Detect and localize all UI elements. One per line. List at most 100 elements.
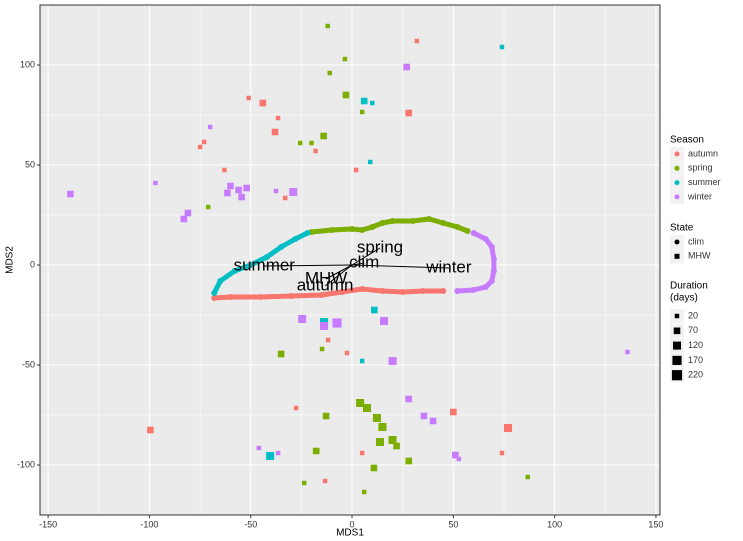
mhw-point (378, 422, 387, 432)
clim-point (349, 226, 356, 232)
mhw-point (456, 456, 462, 462)
mhw-point (246, 95, 251, 101)
mhw-point (293, 405, 299, 411)
clim-point (440, 288, 447, 294)
x-tick-label: 50 (448, 519, 458, 529)
mhw-point (201, 139, 207, 145)
clim-point (426, 216, 433, 222)
mhw-point (370, 100, 375, 106)
mhw-point (452, 451, 459, 459)
mhw-point (277, 350, 285, 358)
mhw-point (361, 489, 367, 495)
mhw-point (235, 186, 242, 194)
legend-symbol (672, 355, 682, 365)
mhw-point (319, 346, 325, 352)
mhw-point (322, 478, 328, 484)
clim-point (288, 293, 295, 299)
mhw-point (180, 215, 188, 223)
x-tick-label: -150 (39, 519, 57, 529)
y-tick-label: 100 (20, 59, 35, 69)
annotation-label: winter (425, 257, 472, 276)
mhw-point (371, 306, 378, 314)
annotation-arrow (352, 264, 449, 269)
y-tick-label: 50 (25, 159, 35, 169)
legend-symbol (674, 151, 680, 157)
clim-point (440, 220, 447, 226)
y-tick-label: 0 (30, 259, 35, 269)
mhw-point (403, 63, 411, 71)
annotation-label: clim (349, 252, 379, 271)
grid (40, 5, 660, 515)
mhw-point (298, 314, 307, 324)
clim-point (211, 290, 218, 296)
legend-title: Duration (670, 281, 708, 292)
legend-symbol (674, 313, 680, 319)
annotation-arrow (325, 264, 353, 280)
clim-point (454, 288, 461, 294)
y-tick-label: -100 (17, 459, 35, 469)
mhw-point (205, 204, 211, 210)
mhw-point (275, 450, 281, 456)
x-tick-label: 0 (350, 519, 355, 529)
clim-point (304, 230, 311, 236)
legend-label: clim (688, 236, 704, 246)
y-axis-label: MDS2 (5, 246, 16, 274)
mhw-point (420, 412, 428, 420)
annotation-label: autumn (297, 275, 354, 294)
y-tick-label: -50 (22, 359, 35, 369)
legend-label: 20 (688, 310, 698, 320)
clim-point (482, 284, 489, 290)
legend-label: 120 (688, 340, 703, 350)
clim-point (227, 294, 234, 300)
mhw-point (67, 190, 74, 198)
mhw-point (370, 464, 378, 472)
clim-point (369, 224, 376, 230)
mhw-point (380, 316, 389, 326)
mhw-point (332, 318, 342, 328)
clim-point (464, 228, 471, 234)
clim-point (231, 268, 238, 274)
x-axis-label: MDS1 (336, 528, 364, 539)
panel-border (39, 4, 661, 516)
clim-point (470, 287, 477, 293)
mhw-point (353, 167, 359, 173)
mhw-point (342, 91, 350, 99)
mhw-point (625, 349, 630, 355)
mhw-point (207, 124, 213, 130)
mhw-point (289, 187, 298, 197)
mhw-point (197, 144, 203, 150)
mhw-point (359, 358, 365, 364)
clim-point (217, 278, 224, 284)
annotation-arrow (264, 264, 353, 267)
clim-point (419, 288, 426, 294)
mhw-point (224, 189, 231, 197)
clim-point (409, 218, 416, 224)
mhw-point (360, 97, 368, 105)
mhw-point (504, 423, 513, 433)
marks (67, 23, 630, 495)
legend-label: 170 (688, 355, 703, 365)
legend-title: State (670, 223, 694, 234)
annotation-label: summer (234, 255, 296, 274)
mhw-point (320, 132, 327, 140)
mhw-point (301, 480, 307, 486)
mhw-point (275, 115, 281, 121)
clim-point (257, 294, 264, 300)
clim-point (338, 289, 345, 295)
mhw-point (222, 167, 227, 173)
mhw-point (243, 184, 250, 192)
mhw-point (184, 209, 192, 217)
mhw-point (525, 474, 530, 480)
mhw-point (393, 442, 400, 450)
legend-label: summer (688, 177, 721, 187)
annotation-label: MHW (305, 268, 347, 287)
clim-point (379, 220, 386, 226)
mhw-point (327, 70, 332, 76)
clim-point (482, 236, 489, 242)
clim-point (328, 227, 335, 233)
mhw-point (282, 195, 288, 201)
mhw-point (259, 99, 267, 107)
mhw-point (342, 56, 348, 62)
legend-symbol (674, 239, 680, 245)
clim-point (488, 278, 495, 284)
